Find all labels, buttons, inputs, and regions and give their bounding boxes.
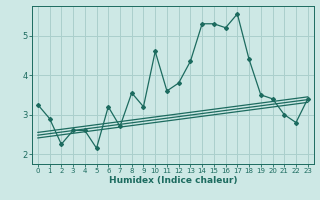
- X-axis label: Humidex (Indice chaleur): Humidex (Indice chaleur): [108, 176, 237, 185]
